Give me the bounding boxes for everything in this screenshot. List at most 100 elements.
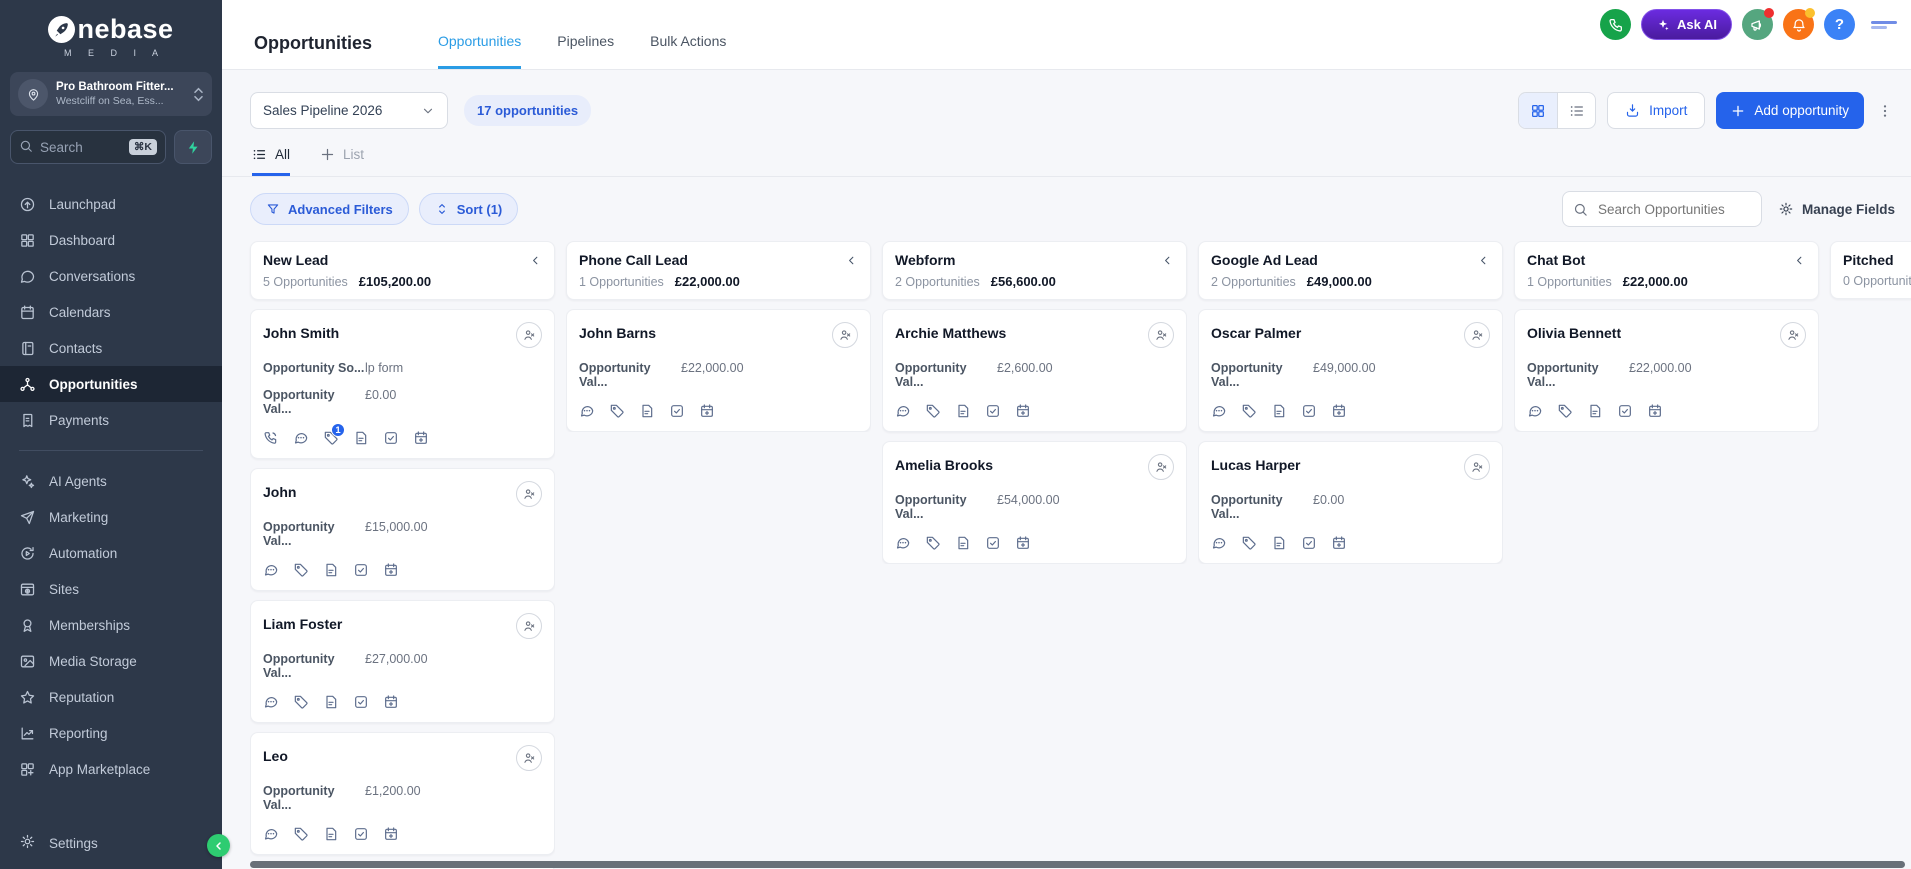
task-action-button[interactable] xyxy=(985,403,1001,419)
chat-action-button[interactable] xyxy=(895,535,911,551)
chat-action-button[interactable] xyxy=(579,403,595,419)
task-action-button[interactable] xyxy=(985,535,1001,551)
tag-action-button[interactable] xyxy=(1241,535,1257,551)
calendar-action-button[interactable] xyxy=(383,562,399,578)
tab-bulk-actions[interactable]: Bulk Actions xyxy=(650,33,727,49)
assign-owner-button[interactable] xyxy=(516,481,542,507)
opportunity-card[interactable]: John Barns Opportunity Val... £22,000.00 xyxy=(566,309,871,432)
chat-action-button[interactable] xyxy=(1527,403,1543,419)
calendar-action-button[interactable] xyxy=(1015,403,1031,419)
phone-button[interactable] xyxy=(1600,9,1632,40)
calendar-action-button[interactable] xyxy=(383,826,399,842)
global-search-input[interactable]: Search ⌘K xyxy=(10,130,166,164)
sidebar-item-app-marketplace[interactable]: App Marketplace xyxy=(0,751,222,787)
manage-fields-button[interactable]: Manage Fields xyxy=(1778,201,1895,217)
assign-owner-button[interactable] xyxy=(1148,454,1174,480)
ask-ai-button[interactable]: Ask AI xyxy=(1641,9,1732,40)
chat-action-button[interactable] xyxy=(293,430,309,446)
sidebar-item-sites[interactable]: Sites xyxy=(0,571,222,607)
help-button[interactable]: ? xyxy=(1824,9,1855,40)
note-action-button[interactable] xyxy=(955,535,971,551)
calendar-action-button[interactable] xyxy=(383,694,399,710)
task-action-button[interactable] xyxy=(353,562,369,578)
task-action-button[interactable] xyxy=(1301,535,1317,551)
assign-owner-button[interactable] xyxy=(1780,322,1806,348)
chat-action-button[interactable] xyxy=(1211,535,1227,551)
sidebar-item-opportunities[interactable]: Opportunities xyxy=(0,366,222,402)
list-view-button[interactable] xyxy=(1557,93,1595,128)
sidebar-item-contacts[interactable]: Contacts xyxy=(0,330,222,366)
opportunity-card[interactable]: John Smith Opportunity So... lp form Opport… xyxy=(250,309,555,459)
calendar-action-button[interactable] xyxy=(699,403,715,419)
sidebar-item-reputation[interactable]: Reputation xyxy=(0,679,222,715)
note-action-button[interactable] xyxy=(955,403,971,419)
chat-action-button[interactable] xyxy=(263,826,279,842)
collapse-column-button[interactable] xyxy=(1793,254,1806,267)
add-list-tab[interactable]: List xyxy=(320,147,364,176)
sidebar-item-conversations[interactable]: Conversations xyxy=(0,258,222,294)
note-action-button[interactable] xyxy=(323,826,339,842)
task-action-button[interactable] xyxy=(353,694,369,710)
collapse-column-button[interactable] xyxy=(529,254,542,267)
assign-owner-button[interactable] xyxy=(1464,322,1490,348)
task-action-button[interactable] xyxy=(1617,403,1633,419)
opportunity-count-badge[interactable]: 17 opportunities xyxy=(464,95,592,126)
tag-action-button[interactable] xyxy=(1241,403,1257,419)
task-action-button[interactable] xyxy=(353,826,369,842)
sidebar-item-reporting[interactable]: Reporting xyxy=(0,715,222,751)
note-action-button[interactable] xyxy=(1587,403,1603,419)
opportunity-card[interactable]: Amelia Brooks Opportunity Val... £54,000.0… xyxy=(882,441,1187,564)
tag-action-button[interactable] xyxy=(925,403,941,419)
announcements-button[interactable] xyxy=(1742,8,1774,40)
tag-action-button[interactable] xyxy=(293,562,309,578)
account-switcher[interactable]: Pro Bathroom Fitter... Westcliff on Sea,… xyxy=(10,72,212,116)
import-button[interactable]: Import xyxy=(1607,92,1706,129)
assign-owner-button[interactable] xyxy=(832,322,858,348)
column-header[interactable]: Chat Bot 1 Opportunities £22,000.00 xyxy=(1514,241,1819,300)
sidebar-item-memberships[interactable]: Memberships xyxy=(0,607,222,643)
chat-action-button[interactable] xyxy=(895,403,911,419)
task-action-button[interactable] xyxy=(669,403,685,419)
horizontal-scrollbar[interactable] xyxy=(250,861,1905,868)
tag-action-button[interactable] xyxy=(925,535,941,551)
more-options-button[interactable] xyxy=(1875,99,1895,123)
calendar-action-button[interactable] xyxy=(1331,403,1347,419)
tag-action-button[interactable] xyxy=(609,403,625,419)
column-header[interactable]: Webform 2 Opportunities £56,600.00 xyxy=(882,241,1187,300)
mini-widget[interactable] xyxy=(1871,20,1897,29)
column-header[interactable]: New Lead 5 Opportunities £105,200.00 xyxy=(250,241,555,300)
tag-action-button[interactable] xyxy=(293,694,309,710)
sort-button[interactable]: Sort (1) xyxy=(418,193,519,225)
opportunity-card[interactable]: Lucas Harper Opportunity Val... £0.00 xyxy=(1198,441,1503,564)
sidebar-item-ai-agents[interactable]: AI Agents xyxy=(0,463,222,499)
calendar-action-button[interactable] xyxy=(1647,403,1663,419)
note-action-button[interactable] xyxy=(639,403,655,419)
column-header[interactable]: Google Ad Lead 2 Opportunities £49,000.00 xyxy=(1198,241,1503,300)
opportunity-card[interactable]: Archie Matthews Opportunity Val... £2,600.… xyxy=(882,309,1187,432)
quick-actions-button[interactable] xyxy=(174,130,212,164)
sidebar-item-media-storage[interactable]: Media Storage xyxy=(0,643,222,679)
sidebar-item-settings[interactable]: Settings xyxy=(0,817,222,869)
tab-pipelines[interactable]: Pipelines xyxy=(557,33,615,49)
task-action-button[interactable] xyxy=(383,430,399,446)
note-action-button[interactable] xyxy=(1271,403,1287,419)
opportunity-card[interactable]: Olivia Bennett Opportunity Val... £22,000.… xyxy=(1514,309,1819,432)
note-action-button[interactable] xyxy=(353,430,369,446)
note-action-button[interactable] xyxy=(1271,535,1287,551)
sidebar-collapse-button[interactable] xyxy=(207,834,230,857)
phone-action-button[interactable] xyxy=(263,430,279,446)
sidebar-item-dashboard[interactable]: Dashboard xyxy=(0,222,222,258)
search-opportunities-input[interactable] xyxy=(1595,200,1751,218)
collapse-column-button[interactable] xyxy=(1477,254,1490,267)
assign-owner-button[interactable] xyxy=(516,613,542,639)
tag-action-button[interactable] xyxy=(293,826,309,842)
add-opportunity-button[interactable]: Add opportunity xyxy=(1716,92,1864,129)
sidebar-item-payments[interactable]: Payments xyxy=(0,402,222,438)
calendar-action-button[interactable] xyxy=(1331,535,1347,551)
opportunity-card[interactable]: Oscar Palmer Opportunity Val... £49,000.00 xyxy=(1198,309,1503,432)
task-action-button[interactable] xyxy=(1301,403,1317,419)
column-header[interactable]: Pitched 0 Opportunities xyxy=(1830,241,1911,299)
pipeline-select[interactable]: Sales Pipeline 2026 xyxy=(250,92,448,129)
opportunity-card[interactable]: John Opportunity Val... £15,000.00 xyxy=(250,468,555,591)
assign-owner-button[interactable] xyxy=(1148,322,1174,348)
